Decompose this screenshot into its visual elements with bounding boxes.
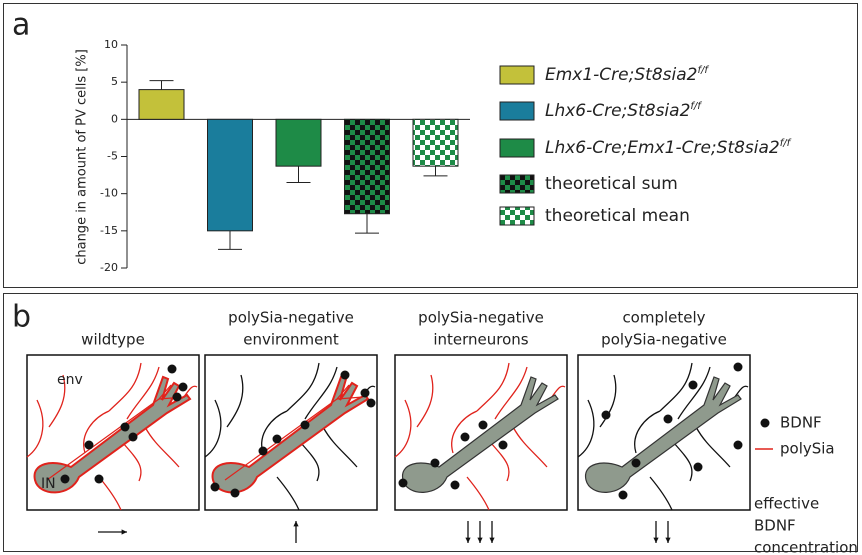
bdnf-dot bbox=[341, 371, 350, 380]
bdnf-dot bbox=[361, 389, 370, 398]
legend-name: Emx1-Cre;St8sia2 bbox=[545, 65, 697, 85]
bdnf-dot bbox=[211, 483, 220, 492]
error-bar bbox=[150, 81, 174, 90]
schematic bbox=[205, 355, 377, 510]
arrow-head bbox=[293, 521, 298, 526]
bdnf-dot bbox=[619, 491, 628, 500]
bdnf-dot bbox=[602, 411, 611, 420]
panel-title: completely bbox=[622, 309, 705, 327]
bdnf-dot bbox=[273, 435, 282, 444]
legend-swatch bbox=[500, 102, 534, 120]
bar bbox=[208, 119, 253, 231]
legend-label: Lhx6-Cre;Emx1-Cre;St8sia2f/f bbox=[545, 138, 792, 159]
y-tick-label: 10 bbox=[104, 38, 118, 51]
y-tick-label: -5 bbox=[107, 150, 118, 163]
legend-label: Lhx6-Cre;St8sia2f/f bbox=[545, 101, 702, 122]
bdnf-dot bbox=[121, 423, 130, 432]
y-tick-label: -20 bbox=[100, 261, 118, 274]
error-bar bbox=[287, 166, 311, 182]
legend-sup: f/f bbox=[780, 138, 792, 149]
legend-dot bbox=[761, 419, 770, 428]
bar bbox=[139, 90, 184, 120]
legend-name: Lhx6-Cre;St8sia2 bbox=[545, 101, 690, 121]
schematic bbox=[395, 355, 567, 510]
legend-label: Emx1-Cre;St8sia2f/f bbox=[545, 65, 709, 86]
outcome-label: BDNF bbox=[754, 517, 796, 535]
bdnf-dot bbox=[734, 441, 743, 450]
bdnf-dot bbox=[231, 489, 240, 498]
schematics bbox=[27, 355, 750, 510]
legend-label: theoretical mean bbox=[545, 206, 690, 226]
arrow-head bbox=[665, 538, 670, 543]
error-bar bbox=[355, 214, 379, 233]
y-tick-label: -15 bbox=[100, 224, 118, 237]
bdnf-dot bbox=[431, 459, 440, 468]
arrow-head bbox=[477, 538, 482, 543]
schematic bbox=[578, 355, 750, 510]
bdnf-dot bbox=[499, 441, 508, 450]
bar bbox=[413, 119, 458, 166]
bdnf-dot bbox=[479, 421, 488, 430]
legend-swatch bbox=[500, 207, 534, 225]
y-tick-label: 5 bbox=[111, 75, 118, 88]
bdnf-dot bbox=[367, 399, 376, 408]
panel-title: polySia-negative bbox=[418, 309, 544, 327]
y-tick-label: -10 bbox=[100, 187, 118, 200]
legend-label: theoretical sum bbox=[545, 174, 678, 194]
arrow-head bbox=[653, 538, 658, 543]
bar bbox=[276, 119, 321, 166]
bar bbox=[345, 119, 390, 213]
bdnf-dot bbox=[461, 433, 470, 442]
panel-title: polySia-negative bbox=[601, 331, 727, 349]
legend-sup: f/f bbox=[690, 101, 702, 112]
arrow-head bbox=[489, 538, 494, 543]
legend-swatch bbox=[500, 66, 534, 84]
panel-title: interneurons bbox=[433, 331, 528, 349]
y-tick-label: 0 bbox=[111, 112, 118, 125]
legend-swatch bbox=[500, 175, 534, 193]
legend-label: BDNF bbox=[780, 414, 822, 432]
panel-title: environment bbox=[243, 331, 339, 349]
legend-label: polySia bbox=[780, 440, 835, 458]
bdnf-dot bbox=[259, 447, 268, 456]
figure: a b change in amount of PV cells [%] 10 5… bbox=[0, 0, 862, 555]
panel-letter: b bbox=[12, 300, 31, 335]
panel-title: polySia-negative bbox=[228, 309, 354, 327]
bdnf-dot bbox=[173, 393, 182, 402]
legend-name: Lhx6-Cre;Emx1-Cre;St8sia2 bbox=[545, 138, 780, 158]
bdnf-dot bbox=[168, 365, 177, 374]
bdnf-dot bbox=[179, 383, 188, 392]
arrow-head bbox=[122, 529, 127, 534]
bdnf-dot bbox=[664, 415, 673, 424]
bdnf-dot bbox=[694, 463, 703, 472]
error-bar bbox=[424, 166, 448, 176]
y-axis-label: change in amount of PV cells [%] bbox=[75, 49, 90, 265]
panel-letter: a bbox=[12, 8, 30, 43]
bdnf-dot bbox=[632, 459, 641, 468]
bdnf-dot bbox=[734, 363, 743, 372]
bdnf-dot bbox=[95, 475, 104, 484]
outcome-label: concentration bbox=[754, 539, 858, 555]
bdnf-dot bbox=[451, 481, 460, 490]
legend-name: theoretical mean bbox=[545, 206, 690, 226]
in-label: IN bbox=[41, 476, 56, 492]
outcome-label: effective bbox=[754, 495, 819, 513]
legend-name: theoretical sum bbox=[545, 174, 678, 194]
legend-swatch bbox=[500, 139, 534, 157]
bdnf-dot bbox=[129, 433, 138, 442]
panel-title: wildtype bbox=[81, 331, 145, 349]
bdnf-dot bbox=[399, 479, 408, 488]
legend-sup: f/f bbox=[697, 65, 709, 76]
bdnf-dot bbox=[85, 441, 94, 450]
bdnf-dot bbox=[61, 475, 70, 484]
arrow-head bbox=[465, 538, 470, 543]
bdnf-dot bbox=[689, 381, 698, 390]
bdnf-dot bbox=[301, 421, 310, 430]
error-bar bbox=[218, 231, 242, 250]
env-label: env bbox=[57, 372, 83, 388]
